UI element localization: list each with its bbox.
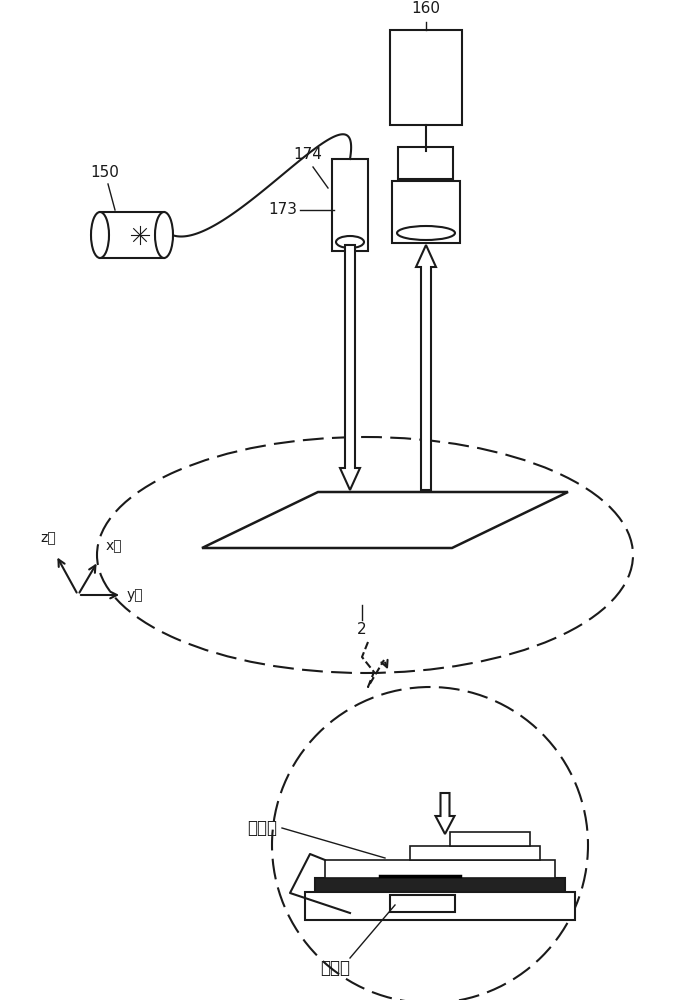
Text: 第二面: 第二面	[320, 959, 350, 977]
Text: 2: 2	[357, 622, 367, 637]
Ellipse shape	[272, 687, 588, 1000]
Text: x轴: x轴	[106, 539, 123, 553]
Ellipse shape	[336, 236, 364, 248]
Text: 160: 160	[412, 1, 441, 16]
FancyBboxPatch shape	[100, 212, 164, 258]
Text: 173: 173	[268, 202, 297, 218]
FancyBboxPatch shape	[325, 860, 555, 878]
FancyBboxPatch shape	[315, 878, 565, 892]
Ellipse shape	[155, 212, 173, 258]
Ellipse shape	[91, 212, 109, 258]
Text: z轴: z轴	[40, 531, 56, 545]
FancyBboxPatch shape	[410, 846, 540, 860]
Ellipse shape	[397, 226, 455, 240]
FancyBboxPatch shape	[392, 181, 460, 243]
Text: 150: 150	[90, 165, 119, 180]
Ellipse shape	[97, 437, 633, 673]
Text: 第一面: 第一面	[247, 819, 277, 837]
FancyArrow shape	[340, 245, 360, 490]
Text: 174: 174	[294, 147, 323, 162]
FancyBboxPatch shape	[332, 159, 368, 251]
FancyArrow shape	[416, 245, 436, 490]
FancyBboxPatch shape	[390, 30, 462, 125]
FancyArrow shape	[436, 793, 455, 834]
FancyBboxPatch shape	[305, 892, 575, 920]
Text: y轴: y轴	[127, 588, 144, 602]
Polygon shape	[202, 492, 568, 548]
FancyBboxPatch shape	[398, 147, 453, 179]
FancyBboxPatch shape	[390, 895, 455, 912]
FancyBboxPatch shape	[450, 832, 530, 846]
